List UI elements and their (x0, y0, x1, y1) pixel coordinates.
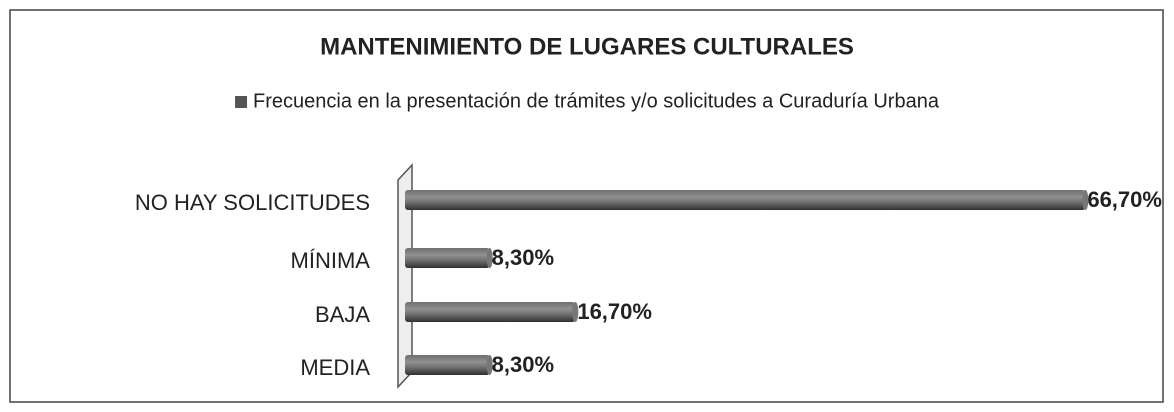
category-label: MEDIA (300, 355, 370, 380)
bar-shade (405, 248, 490, 268)
bar-cap (486, 248, 493, 268)
bar-cap (572, 302, 579, 322)
data-label: 8,30% (492, 245, 554, 270)
data-label: 66,70% (1087, 187, 1162, 212)
category-label: MÍNIMA (291, 248, 371, 273)
legend-marker (235, 96, 248, 108)
data-label: 16,70% (577, 299, 652, 324)
bar-cap (1082, 190, 1089, 210)
category-label: NO HAY SOLICITUDES (135, 190, 370, 215)
chart-title: MANTENIMIENTO DE LUGARES CULTURALES (320, 33, 854, 60)
bar-shade (405, 302, 576, 322)
data-label: 8,30% (492, 352, 554, 377)
bar-shade (405, 190, 1086, 210)
bar-cap (486, 355, 493, 375)
category-label: BAJA (315, 302, 370, 327)
bar-shade (405, 355, 490, 375)
legend-label: Frecuencia en la presentación de trámite… (253, 90, 940, 112)
